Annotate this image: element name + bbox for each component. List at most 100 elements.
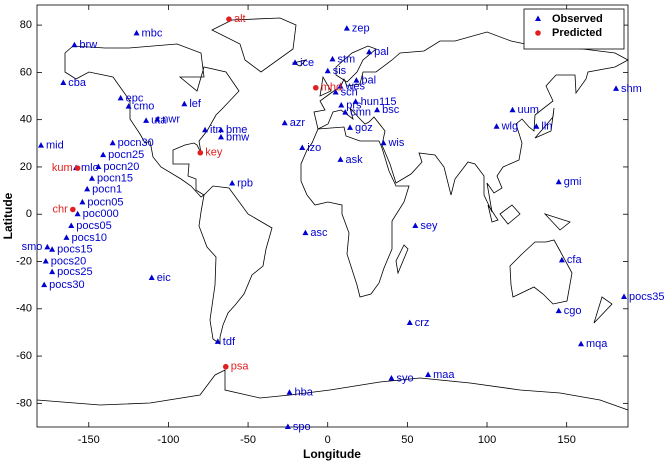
station-marker [60, 79, 67, 86]
station-label: azr [290, 117, 306, 129]
station-label: nwr [162, 114, 180, 126]
station-label: epc [126, 92, 144, 104]
station-label: crz [415, 317, 430, 329]
y-tick-label: 60 [20, 66, 32, 78]
station-label: eic [157, 272, 172, 284]
x-tick-label: -100 [157, 434, 179, 446]
station-label: shm [621, 83, 642, 95]
station-marker [74, 165, 81, 171]
station-label: zep [352, 23, 370, 35]
station-label: syo [396, 372, 413, 384]
y-tick-label: -20 [16, 255, 32, 267]
station-label: poc000 [83, 208, 119, 220]
station-marker [312, 84, 319, 91]
station-marker [342, 109, 349, 115]
y-tick-label: 20 [20, 161, 32, 173]
station-label: ask [345, 154, 363, 166]
station-marker [148, 274, 155, 281]
station-label: tdf [223, 336, 236, 348]
station-label: goz [355, 122, 373, 134]
station-marker [324, 67, 331, 74]
y-tick-label: 40 [20, 114, 32, 126]
station-label: cmo [134, 101, 155, 113]
station-marker [214, 338, 221, 344]
station-marker [353, 77, 360, 83]
x-tick-label: 150 [557, 434, 575, 446]
legend-box [523, 8, 625, 50]
station-marker [44, 243, 51, 250]
plot-frame [36, 4, 629, 428]
station-label: bal [361, 75, 376, 87]
station-marker [299, 144, 306, 151]
station-label: pocn15 [97, 173, 133, 185]
station-marker [337, 156, 344, 162]
station-marker [49, 268, 56, 275]
station-label: smo [22, 241, 43, 253]
station-label: mid [46, 140, 64, 152]
station-label: lef [189, 98, 202, 110]
y-tick-label: 80 [20, 19, 32, 31]
station-marker [133, 29, 140, 36]
station-marker [343, 25, 350, 31]
station-marker [41, 281, 48, 288]
station-marker [406, 319, 413, 325]
station-marker [555, 178, 562, 185]
x-tick-label: 0 [325, 434, 331, 446]
station-marker [143, 117, 150, 123]
station-marker [202, 126, 209, 133]
station-marker [558, 256, 565, 263]
station-label: izo [307, 142, 321, 154]
station-marker [284, 423, 291, 429]
station-label: pocs30 [49, 279, 84, 291]
station-label: pocs15 [57, 244, 92, 256]
station-label: sis [333, 65, 347, 77]
station-label: pocn25 [108, 149, 144, 161]
station-label: psa [231, 361, 250, 373]
x-tick-label: -50 [240, 434, 256, 446]
station-label: mlo [81, 162, 99, 174]
station-label: bsc [382, 104, 400, 116]
station-marker [217, 133, 224, 140]
legend-marker [535, 15, 541, 21]
station-label: spo [293, 421, 311, 433]
x-tick-label: 100 [478, 434, 496, 446]
station-label: pocs35 [629, 291, 664, 303]
station-label: cmn [350, 106, 371, 118]
station-label: mqa [586, 338, 608, 350]
y-tick-label: -80 [16, 397, 32, 409]
station-label: key [205, 147, 223, 159]
y-axis-label: Latitude [1, 192, 15, 239]
station-label: hba [294, 387, 313, 399]
station-label: pal [374, 46, 389, 58]
station-label: rpb [237, 177, 253, 189]
station-marker [329, 55, 336, 62]
station-marker [332, 88, 339, 95]
station-marker [100, 151, 107, 158]
station-label: pocn05 [87, 196, 123, 208]
station-label: sey [420, 220, 438, 232]
station-label: prs [346, 99, 362, 111]
legend-label: Predicted [552, 27, 602, 39]
station-marker [281, 119, 288, 126]
station-label: hun115 [361, 96, 397, 108]
station-marker [337, 83, 344, 89]
station-label: wlg [501, 121, 519, 133]
station-marker [412, 222, 419, 229]
y-tick-label: 0 [26, 208, 32, 220]
station-marker [117, 94, 124, 101]
station-marker [37, 142, 44, 148]
station-label: pocn30 [118, 137, 154, 149]
station-marker [222, 363, 229, 370]
station-label: brw [79, 39, 97, 51]
station-label: ice [300, 57, 314, 69]
station-label: wis [387, 137, 404, 149]
station-label: chr [53, 203, 69, 215]
station-marker [95, 163, 102, 169]
y-tick-label: -40 [16, 303, 32, 315]
station-label: pocn20 [103, 161, 139, 173]
station-marker [229, 179, 236, 186]
y-tick-label: -60 [16, 350, 32, 362]
station-marker [347, 124, 354, 130]
station-marker [621, 293, 628, 299]
station-marker [533, 123, 540, 129]
